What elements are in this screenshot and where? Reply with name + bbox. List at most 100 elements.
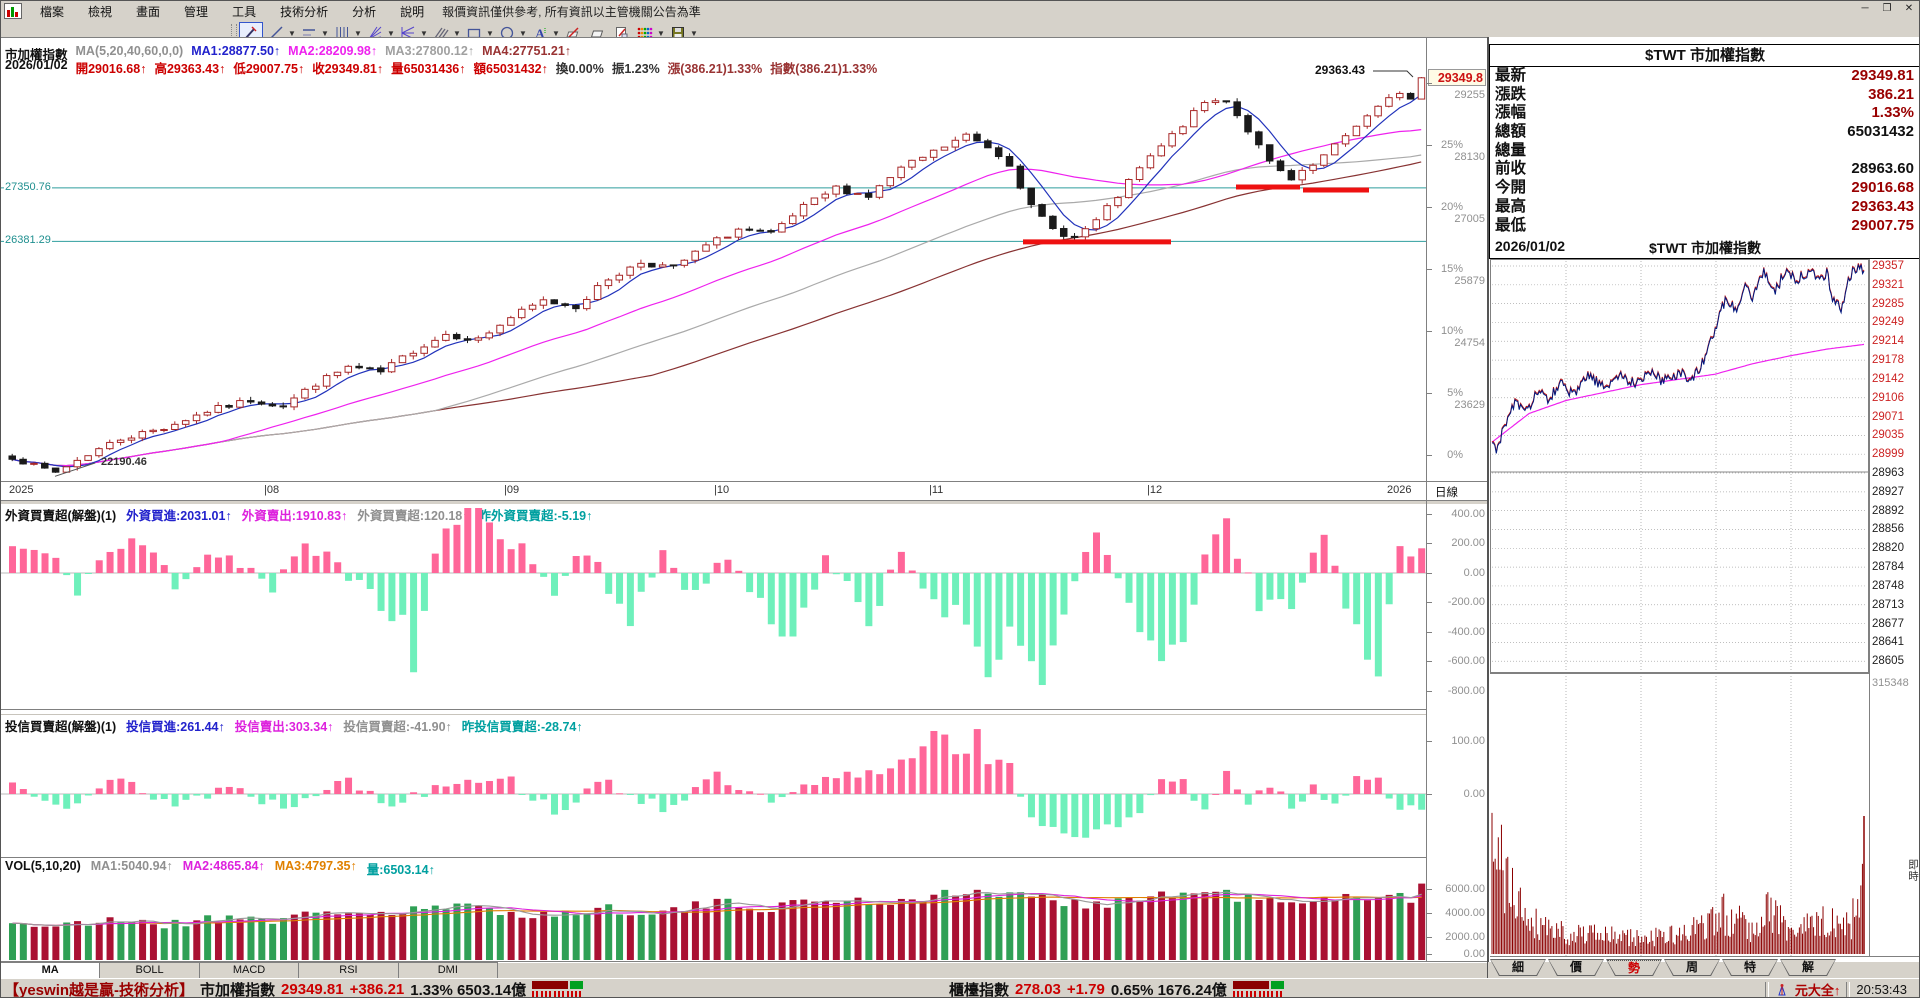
intraday-scale-label: 28820 — [1872, 542, 1904, 555]
view-tab-5[interactable]: 解 — [1780, 959, 1836, 976]
menu-item-5[interactable]: 技術分析 — [280, 4, 329, 19]
intraday-volume-scale: 315348 — [1872, 677, 1909, 689]
vol-header-segment-4: 量:6503.14↑ — [366, 863, 435, 877]
menu-item-2[interactable]: 畫面 — [136, 4, 161, 19]
foreign-scale-label: 400.00 — [1451, 508, 1485, 520]
text-tool[interactable]: A — [529, 23, 551, 43]
x-axis-label-6: 2026 — [1387, 484, 1412, 496]
scale-tick — [1426, 393, 1432, 394]
horizontal-line-tool[interactable] — [298, 23, 320, 43]
foreign-header-segment-4: 昨外資買賣超:-5.19↑ — [478, 509, 593, 523]
vol-scale-label: 4000.00 — [1445, 907, 1485, 919]
indicator-tab-macd[interactable]: MACD — [199, 963, 300, 979]
quote-value-8: 29007.75 — [1851, 216, 1914, 234]
scale-tick — [1426, 632, 1432, 633]
trust-net-buy-chart[interactable] — [1, 715, 1426, 858]
fan-lines-tool-dropdown-arrow[interactable]: ▼ — [387, 28, 395, 38]
app-icon — [4, 3, 22, 19]
view-tab-3[interactable]: 周 — [1664, 959, 1720, 976]
foreign-header-segment-2: 外資賣出:1910.83↑ — [241, 509, 348, 523]
toolbar-handle[interactable] — [231, 24, 237, 42]
quote-row-3: 總額 65031432 — [1490, 123, 1919, 142]
x-axis-label-2: |09 — [504, 484, 520, 496]
quote-label-2: 漲幅 — [1495, 104, 1527, 122]
intraday-header: 2026/01/02 $TWT 市加權指數 — [1489, 238, 1919, 259]
candlestick-chart[interactable] — [1, 61, 1426, 483]
quote-row-5: 前收 28963.60 — [1490, 160, 1919, 179]
indicator-tab-rsi[interactable]: RSI — [299, 963, 399, 979]
vol-header-segment-0: VOL(5,10,20) — [5, 859, 81, 873]
taiex-price: 29349.81 — [281, 981, 344, 998]
symbol-title: 市加權指數 — [5, 48, 68, 62]
parallel-lines-tool-dropdown-arrow[interactable]: ▼ — [453, 28, 461, 38]
view-tab-0[interactable]: 細 — [1490, 959, 1546, 976]
intraday-scale-label: 29035 — [1872, 429, 1904, 442]
intraday-scale-label: 29285 — [1872, 297, 1904, 310]
scale-pct-label: 10% — [1440, 325, 1463, 337]
intraday-date: 2026/01/02 — [1495, 238, 1566, 254]
scale-price-label: 25879 — [1454, 275, 1485, 287]
menu-item-6[interactable]: 分析 — [352, 4, 377, 19]
close-button[interactable]: ✕ — [1904, 3, 1914, 14]
intraday-price-chart[interactable] — [1490, 259, 1869, 673]
menu-item-1[interactable]: 檢視 — [88, 4, 113, 19]
save-annotation-tool-dropdown-arrow[interactable]: ▼ — [690, 28, 698, 38]
svg-text:A: A — [535, 26, 545, 41]
status-bar: 【yeswin越是贏-技術分析】 市加權指數 29349.81 +386.21 … — [1, 978, 1919, 998]
quote-row-2: 漲幅 1.33% — [1490, 104, 1919, 123]
intraday-scale-label: 28892 — [1872, 504, 1904, 517]
view-tab-2[interactable]: 勢 — [1606, 959, 1662, 976]
menu-item-4[interactable]: 工具 — [232, 4, 257, 19]
quote-value-0: 29349.81 — [1851, 67, 1914, 84]
intraday-scale-label: 28677 — [1872, 617, 1904, 630]
intraday-volume-chart[interactable] — [1490, 676, 1869, 956]
quote-value-6: 29016.68 — [1851, 179, 1914, 197]
quote-label-0: 最新 — [1495, 67, 1527, 84]
menu-item-0[interactable]: 檔案 — [40, 4, 65, 19]
intraday-scale-label: 28713 — [1872, 598, 1904, 611]
scale-tick — [1426, 573, 1432, 574]
scale-tick — [1426, 331, 1432, 332]
scale-tick — [1426, 691, 1432, 692]
vol-scale-label: 0.00 — [1463, 948, 1485, 960]
broker-label[interactable]: 元大全↑ — [1794, 983, 1841, 998]
rectangle-tool-dropdown-arrow[interactable]: ▼ — [486, 28, 494, 38]
vol-header-segment-1: MA1:5040.94↑ — [90, 859, 173, 873]
color-palette-tool-dropdown-arrow[interactable]: ▼ — [657, 28, 665, 38]
horizontal-line-tool-dropdown-arrow[interactable]: ▼ — [321, 28, 329, 38]
scale-tick — [1426, 83, 1432, 84]
indicator-tab-dmi[interactable]: DMI — [398, 963, 499, 979]
volume-chart[interactable] — [1, 858, 1426, 960]
menu-item-3[interactable]: 管理 — [184, 4, 209, 19]
gann-fan-tool-dropdown-arrow[interactable]: ▼ — [420, 28, 428, 38]
timeframe-label: 日線 — [1435, 487, 1458, 499]
scale-tick — [1426, 207, 1432, 208]
quote-row-1: 漲跌 386.21 — [1490, 86, 1919, 105]
realtime-label: 即時 — [1907, 859, 1919, 882]
trust-pane-header: 投信買賣超(解盤)(1) 投信買進:261.44↑ 投信賣出:303.34↑ 投信買賣… — [5, 716, 583, 735]
brand-label: 【yeswin越是贏-技術分析】 — [4, 982, 195, 998]
view-tab-4[interactable]: 特 — [1722, 959, 1778, 976]
foreign-net-buy-chart[interactable] — [1, 504, 1426, 709]
scale-tick — [1426, 794, 1432, 795]
view-tab-1[interactable]: 價 — [1548, 959, 1604, 976]
menu-item-7[interactable]: 說明 — [400, 4, 425, 19]
minimize-button[interactable]: ─ — [1861, 3, 1869, 14]
ellipse-tool-dropdown-arrow[interactable]: ▼ — [519, 28, 527, 38]
scale-tick — [1426, 937, 1432, 938]
taiex-strength-meter — [532, 981, 588, 997]
maximize-button[interactable]: ❐ — [1882, 3, 1892, 14]
intraday-scale-label: 28963 — [1872, 467, 1904, 480]
quote-row-6: 今開 29016.68 — [1490, 179, 1919, 198]
quote-label-7: 最高 — [1495, 197, 1527, 215]
line-tool-dropdown-arrow[interactable]: ▼ — [288, 28, 296, 38]
scale-tick — [1426, 913, 1432, 914]
scale-tick — [1426, 661, 1432, 662]
quote-row-4: 總量 — [1490, 142, 1919, 161]
indicator-tab-ma[interactable]: MA — [1, 963, 101, 979]
vol-header-segment-3: MA3:4797.35↑ — [274, 859, 357, 873]
text-tool-dropdown-arrow[interactable]: ▼ — [552, 28, 560, 38]
vertical-lines-tool-dropdown-arrow[interactable]: ▼ — [354, 28, 362, 38]
indicator-tab-boll[interactable]: BOLL — [100, 963, 200, 979]
